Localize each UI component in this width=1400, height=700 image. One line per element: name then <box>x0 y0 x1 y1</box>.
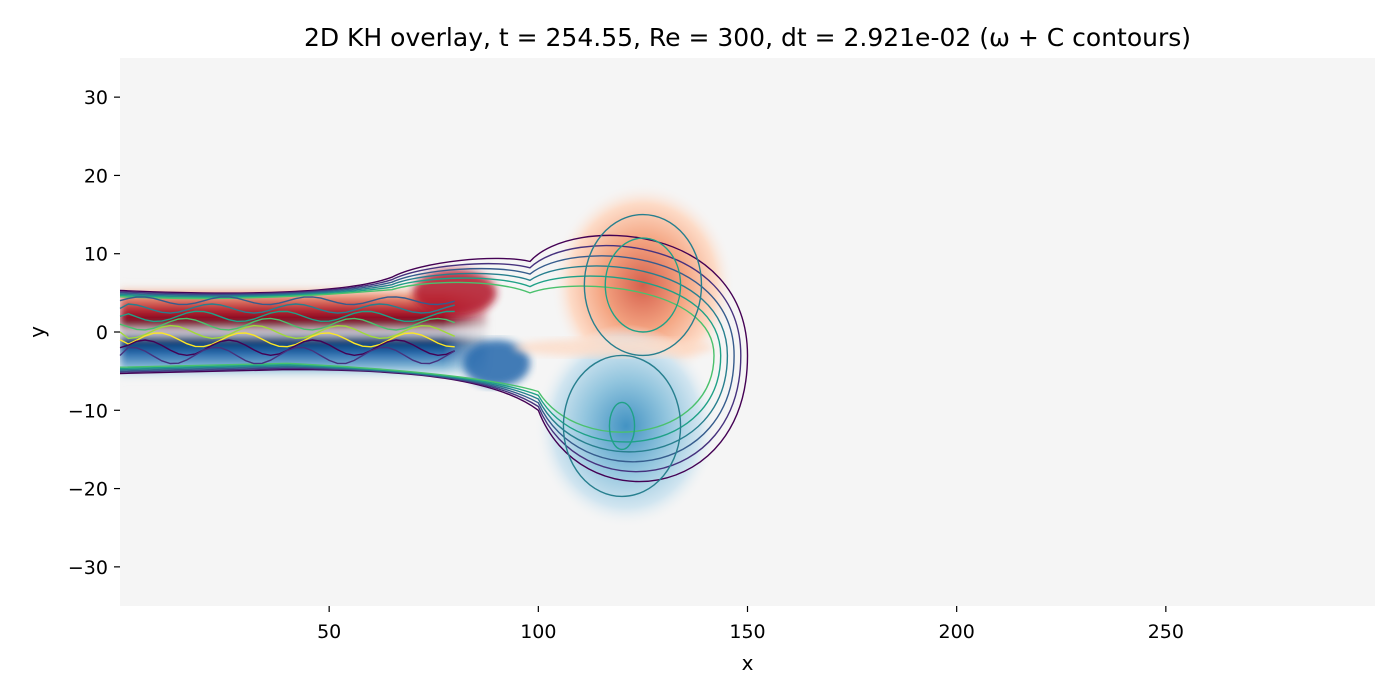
x-axis-label: x <box>742 651 754 675</box>
shear-contour <box>119 346 456 365</box>
x-tick-label: 150 <box>729 621 765 643</box>
y-tick-label: 10 <box>84 244 108 266</box>
concentration-contours <box>119 213 749 498</box>
x-tick-label: 200 <box>939 621 975 643</box>
y-tick-label: −10 <box>68 400 108 422</box>
x-tick-label: 250 <box>1148 621 1184 643</box>
chart-title: 2D KH overlay, t = 254.55, Re = 300, dt … <box>304 23 1191 52</box>
plot-area <box>119 58 1375 606</box>
y-tick-label: 20 <box>84 165 108 187</box>
x-tick-label: 100 <box>520 621 556 643</box>
y-tick-label: −30 <box>68 557 108 579</box>
outer-contour <box>119 234 749 483</box>
shear-tip-blue-blob <box>463 339 530 387</box>
x-tick-label: 50 <box>317 621 341 643</box>
y-axis-label: y <box>25 326 49 338</box>
shear-contour <box>119 324 455 340</box>
y-tick-label: 30 <box>84 87 108 109</box>
shear-contour <box>119 296 455 306</box>
shear-contour <box>119 303 455 314</box>
vortex-contour <box>583 213 703 357</box>
vortex-contour <box>608 401 636 451</box>
outer-contour <box>119 245 742 473</box>
outer-contour <box>119 265 729 453</box>
vortex-contour <box>562 354 682 498</box>
vortex-contour <box>604 237 682 333</box>
y-tick-label: 0 <box>96 322 108 344</box>
shear-contour <box>119 332 455 348</box>
shear-contour <box>119 310 455 323</box>
y-tick-label: −20 <box>68 479 108 501</box>
outer-contour <box>119 275 722 443</box>
dipole-separator <box>513 338 715 358</box>
shear-contour <box>119 317 455 331</box>
outer-contour <box>119 255 735 463</box>
